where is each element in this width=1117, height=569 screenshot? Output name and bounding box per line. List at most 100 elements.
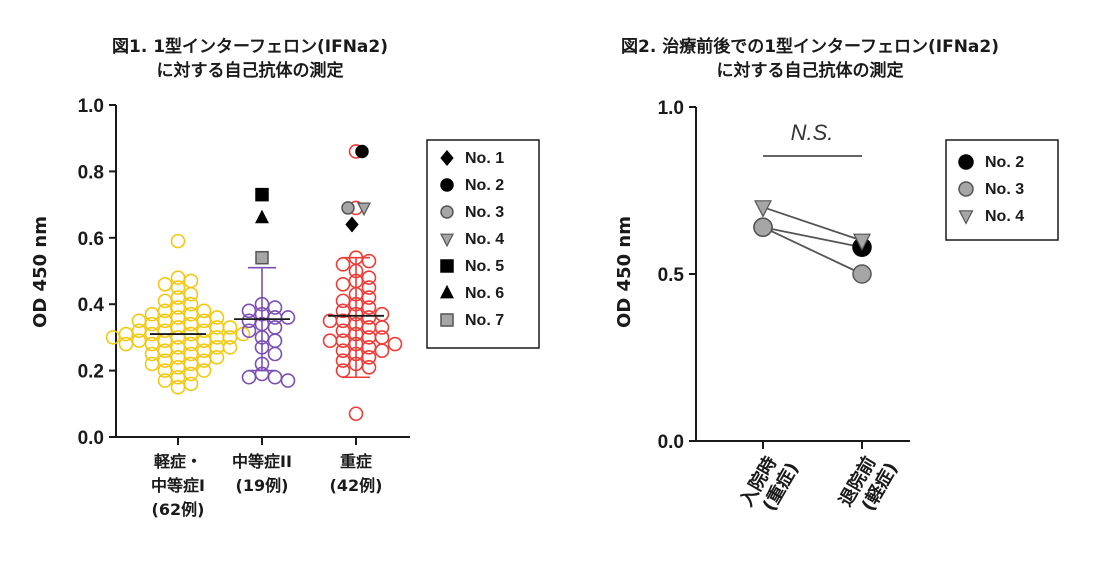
chart1-legend-label: No. 7 xyxy=(465,312,504,329)
chart1-data-point xyxy=(131,333,147,349)
chart1-data-point xyxy=(374,330,390,345)
chart1-category-label: 軽症・ xyxy=(154,452,202,471)
chart1-data-point xyxy=(170,379,186,395)
chart1-data-point xyxy=(118,336,134,352)
chart1-legend-marker xyxy=(440,259,454,273)
chart1-data-point xyxy=(105,330,121,345)
chart1-highlighted-point xyxy=(345,216,359,233)
chart1-y-tick-label: 1.0 xyxy=(78,96,104,117)
chart2-y-tick-label: 0.0 xyxy=(658,432,684,453)
chart2-y-tick-label: 1.0 xyxy=(658,98,684,119)
chart2-axes: 0.0 0.5 1.0 xyxy=(658,98,910,453)
chart2-legend-label: No. 3 xyxy=(985,181,1024,198)
chart2-y-axis-label: OD 450 nm xyxy=(614,216,635,328)
chart1-data-point xyxy=(241,369,257,385)
chart1-data-point xyxy=(267,300,283,315)
chart1-legend-label: No. 3 xyxy=(465,204,504,221)
chart2-legend: No. 2 No. 3 No. 4 xyxy=(958,154,1024,225)
chart2-data-point xyxy=(753,217,773,237)
chart1-legend-label: No. 4 xyxy=(465,231,504,248)
chart1-legend-label: No. 5 xyxy=(465,258,504,275)
chart1-legend-label: No. 2 xyxy=(465,177,504,194)
chart1-y-tick-label: 0.6 xyxy=(78,229,104,250)
chart1-y-tick-label: 0.2 xyxy=(78,362,104,383)
chart1-title-line2: に対する自己抗体の測定 xyxy=(157,60,344,81)
chart2-ns-annotation: N.S. xyxy=(791,120,834,145)
chart1-highlighted-point xyxy=(255,209,269,224)
chart1-data-point xyxy=(361,253,377,269)
chart2-lines xyxy=(762,206,863,275)
chart1-legend: No. 1 No. 2 No. 3 No. 4 No. 5 No. 6 No. 7 xyxy=(440,150,504,329)
chart1-category-label: 中等症I xyxy=(151,476,205,495)
chart1-y-tick-label: 0.8 xyxy=(78,162,104,183)
chart1-data-point xyxy=(280,373,296,388)
chart1-y-axis-label: OD 450 nm xyxy=(30,216,51,328)
chart1-data-point xyxy=(348,263,364,279)
chart1-data-point xyxy=(335,257,351,272)
chart1-category-label: (62例) xyxy=(152,500,205,519)
chart1-highlighted-point xyxy=(341,201,355,215)
chart1-axes: 0.0 0.2 0.4 0.6 0.8 1.0 xyxy=(78,96,410,449)
chart1-category-label: 中等症II xyxy=(232,452,292,471)
chart1-legend-marker xyxy=(440,205,454,219)
chart1-y-tick-label: 0.4 xyxy=(78,295,105,316)
chart2-series-line xyxy=(762,206,863,242)
chart2-data-point xyxy=(754,200,772,218)
chart1-data-point xyxy=(280,310,296,325)
chart1-legend-marker xyxy=(440,178,454,192)
chart2-data-point xyxy=(852,264,872,284)
chart1-highlighted-point xyxy=(355,144,369,159)
chart1-data-point xyxy=(361,290,377,305)
chart1-highlighted-point xyxy=(255,187,269,202)
chart1-data-point xyxy=(222,330,238,345)
chart1-medians xyxy=(150,314,384,335)
chart1-data-point xyxy=(267,320,283,335)
chart1-category-labels: 軽症・中等症I (62例) 中等症II (19例) 重症 (42例) xyxy=(151,452,382,519)
chart1-data-point xyxy=(183,376,199,392)
chart1-legend-marker xyxy=(440,284,454,299)
chart1-data-point xyxy=(267,333,283,349)
chart1-data-point xyxy=(144,336,160,352)
chart1-highlighted-point xyxy=(255,250,269,265)
chart1-category-label: (42例) xyxy=(330,476,383,495)
chart1-title-line1: 図1. 1型インターフェロン(IFNa2) xyxy=(112,36,388,57)
chart1-data-point xyxy=(335,276,351,292)
chart2-title-line2: に対する自己抗体の測定 xyxy=(717,60,904,81)
chart1-data-point xyxy=(144,306,160,322)
chart1-legend-marker xyxy=(440,233,454,248)
chart1-data-point xyxy=(348,406,364,422)
chart1-data-point xyxy=(157,276,173,292)
chart1-data-point xyxy=(322,313,338,329)
chart1-data-point xyxy=(254,356,270,372)
chart2-legend-marker xyxy=(958,210,974,225)
chart1-highlighted-point xyxy=(357,202,371,217)
chart1-data-point xyxy=(361,310,377,325)
chart2-category-labels: 入院時(重症) 退院前(軽症) xyxy=(735,453,902,515)
chart1-data-point xyxy=(144,316,160,332)
chart1-legend-marker xyxy=(440,313,454,327)
chart1-data-point xyxy=(196,363,212,378)
chart1-data-point xyxy=(209,350,225,365)
chart1-points xyxy=(105,144,403,422)
chart1-data-point xyxy=(361,280,377,295)
chart1-data-point xyxy=(267,369,283,385)
chart1-data-point xyxy=(157,363,173,378)
chart2-legend-label: No. 2 xyxy=(985,154,1024,171)
chart1-data-point xyxy=(322,333,338,349)
chart1-data-point xyxy=(335,363,351,378)
chart1-data-point xyxy=(361,359,377,375)
chart1-data-point xyxy=(267,346,283,362)
chart1-data-point xyxy=(183,273,199,289)
chart1-data-point xyxy=(361,350,377,365)
chart1-category-label: (19例) xyxy=(236,476,289,495)
chart1-data-point xyxy=(144,356,160,372)
chart1-data-point xyxy=(241,323,257,339)
chart1-legend-marker xyxy=(440,150,454,166)
chart2-legend-marker xyxy=(958,181,974,197)
chart2-legend-marker xyxy=(958,154,974,170)
chart1-highlighted-points xyxy=(255,144,371,265)
chart2-series-line xyxy=(762,226,863,275)
chart2-data-point xyxy=(853,233,871,252)
chart1-data-point xyxy=(374,320,390,335)
